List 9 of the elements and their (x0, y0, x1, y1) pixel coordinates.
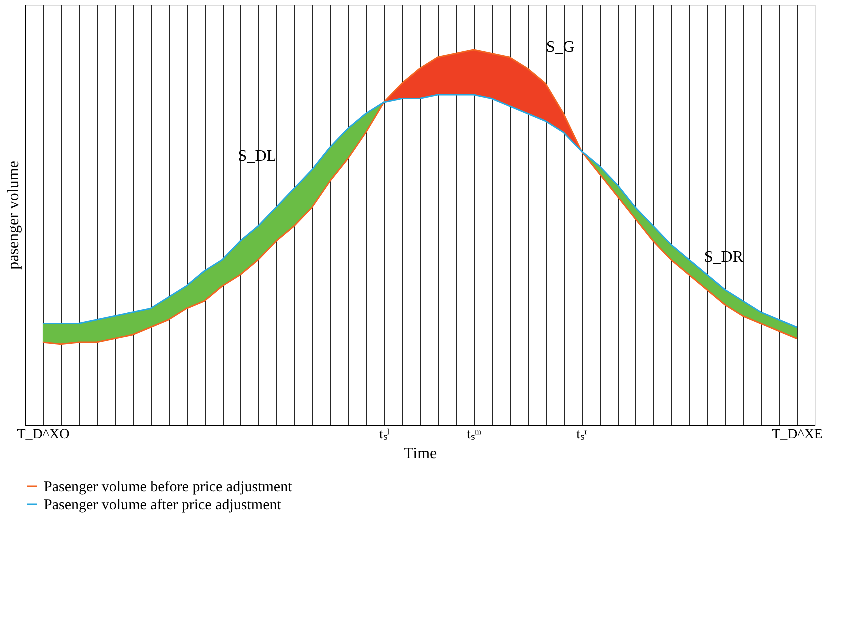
x-tick-label: tₛˡ (379, 428, 390, 442)
legend-label: Pasenger volume after price adjustment (44, 498, 282, 514)
x-tick-label: T_D^XE (772, 428, 823, 442)
legend-label: Pasenger volume before price adjustment (44, 480, 294, 496)
x-tick-label: T_D^XO (17, 428, 70, 442)
y-axis-title: pasenger volume (6, 161, 22, 270)
x-tick-label: tₛʳ (576, 428, 588, 442)
x-axis-title: Time (404, 446, 438, 462)
x-tick-label: tₛᵐ (466, 428, 482, 442)
